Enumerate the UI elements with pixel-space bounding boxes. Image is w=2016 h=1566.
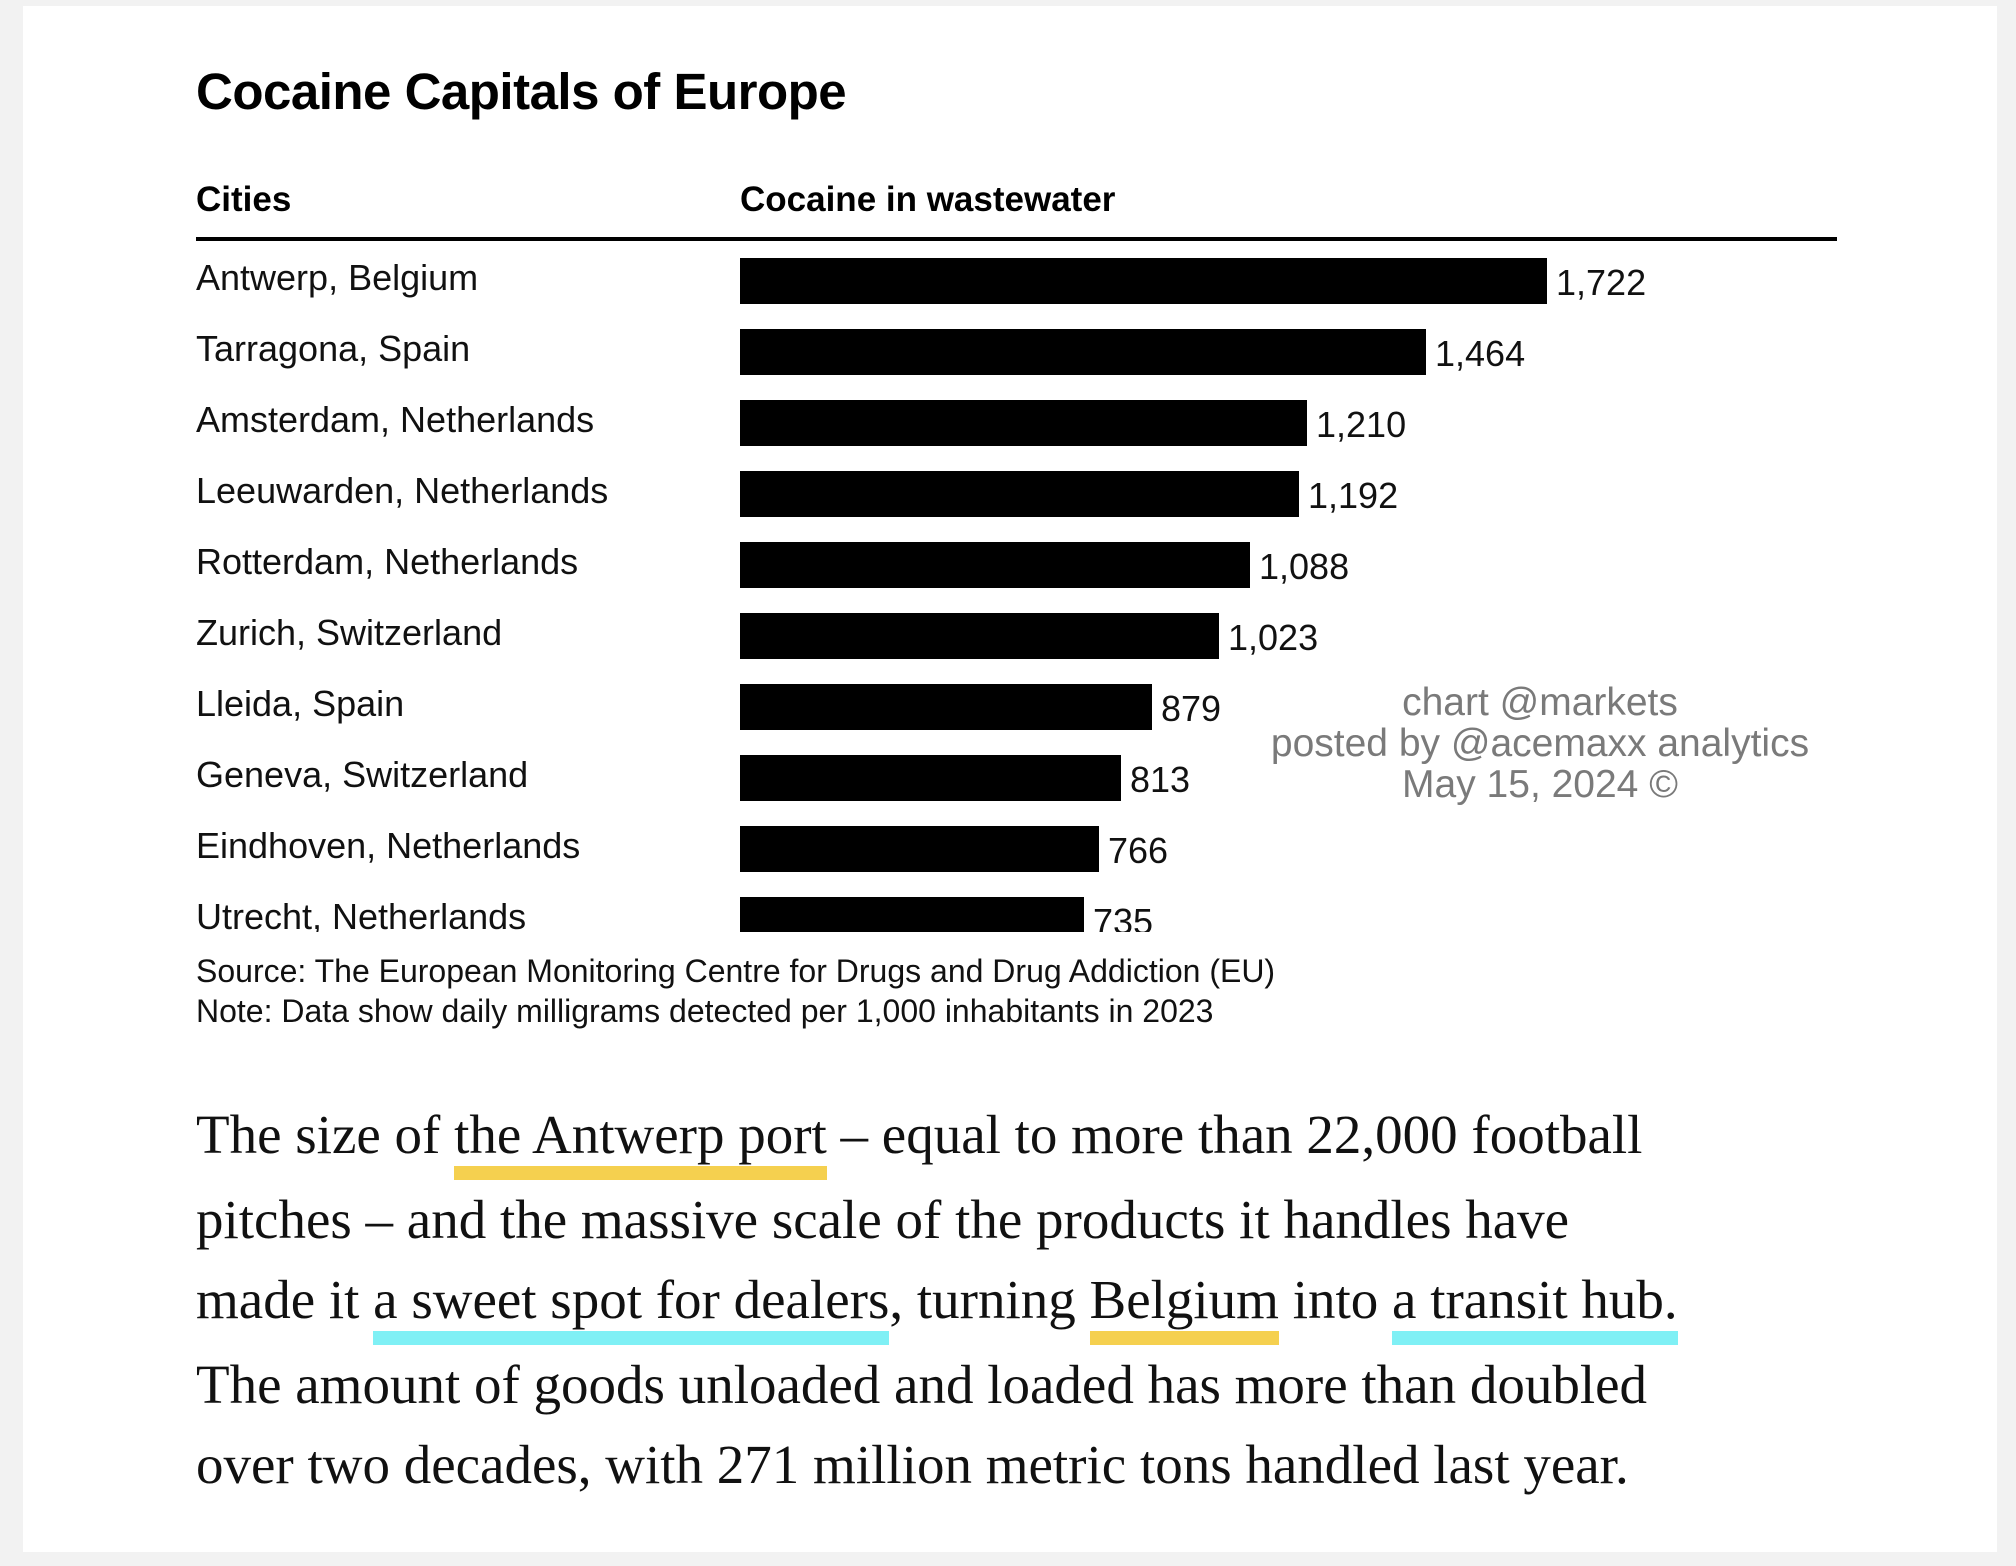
- bar: [740, 400, 1307, 446]
- bar-row: Eindhoven, Netherlands 766: [0, 813, 2016, 884]
- article-line-4: The amount of goods unloaded and loaded …: [196, 1354, 1648, 1415]
- city-label: Utrecht, Netherlands: [196, 896, 527, 932]
- bar: [740, 684, 1152, 730]
- article-text: The size of: [196, 1104, 455, 1165]
- bar: [740, 826, 1099, 872]
- bar-value-label: 1,023: [1228, 617, 1319, 658]
- article-line-3: made it a sweet spot for dealers, turnin…: [196, 1260, 1856, 1345]
- chart-title: Cocaine Capitals of Europe: [196, 63, 847, 120]
- header-rule: [196, 237, 1837, 241]
- bar-row: Tarragona, Spain 1,464: [0, 316, 2016, 387]
- bar-value-label: 1,464: [1435, 333, 1526, 374]
- bar-value-label: 1,088: [1259, 546, 1350, 587]
- article-line-2: pitches – and the massive scale of the p…: [196, 1189, 1570, 1250]
- bar-value-label: 1,722: [1556, 262, 1647, 303]
- city-label: Zurich, Switzerland: [196, 612, 503, 653]
- city-label: Geneva, Switzerland: [196, 754, 529, 795]
- bar-row: Amsterdam, Netherlands 1,210: [0, 387, 2016, 458]
- bar-row: Leeuwarden, Netherlands 1,192: [0, 458, 2016, 529]
- watermark-line-3: May 15, 2024 ©: [1402, 763, 1678, 806]
- bar-row: Lleida, Spain 879: [0, 671, 2016, 742]
- bar-chart: Antwerp, Belgium 1,722 Tarragona, Spain 1,4…: [0, 245, 2016, 932]
- highlight-antwerp-port: the Antwerp port: [454, 1104, 827, 1180]
- bar-value-label: 813: [1130, 759, 1191, 800]
- bar-value-label: 1,210: [1316, 404, 1407, 445]
- city-label: Tarragona, Spain: [196, 328, 471, 369]
- bar: [740, 471, 1299, 517]
- bar-value-label: 1,192: [1308, 475, 1399, 516]
- data-note: Note: Data show daily milligrams detecte…: [196, 993, 1214, 1029]
- bar-row: Utrecht, Netherlands 735: [0, 884, 2016, 932]
- bar-row: Geneva, Switzerland 813: [0, 742, 2016, 813]
- bar: [740, 897, 1084, 932]
- bar: [740, 258, 1547, 304]
- city-label: Eindhoven, Netherlands: [196, 825, 581, 866]
- article-line-5: over two decades, with 271 million metri…: [196, 1434, 1629, 1495]
- source-note: Source: The European Monitoring Centre f…: [196, 953, 1276, 989]
- article-text: – equal to more than 22,000 football: [826, 1104, 1643, 1165]
- watermark-line-2: posted by @acemaxx analytics: [1270, 722, 1810, 765]
- bar-row: Zurich, Switzerland 1,023: [0, 600, 2016, 671]
- cities-column-header: Cities: [196, 180, 292, 219]
- article-text: , turning: [889, 1269, 1090, 1330]
- city-label: Lleida, Spain: [196, 683, 405, 724]
- bar: [740, 542, 1250, 588]
- article-line-1: The size of the Antwerp port – equal to …: [196, 1095, 1856, 1180]
- bar: [740, 613, 1219, 659]
- bar-value-label: 879: [1161, 688, 1222, 729]
- bar-row: Antwerp, Belgium 1,722: [0, 245, 2016, 316]
- footnotes: Source: The European Monitoring Centre f…: [196, 951, 1275, 1031]
- bar-value-label: 735: [1093, 901, 1154, 932]
- watermark-line-1: chart @markets: [1402, 681, 1678, 724]
- highlight-belgium: Belgium: [1089, 1269, 1279, 1345]
- bar: [740, 755, 1121, 801]
- city-label: Rotterdam, Netherlands: [196, 541, 579, 582]
- highlight-sweet-spot: a sweet spot for dealers: [373, 1269, 890, 1345]
- article-paragraph: The size of the Antwerp port – equal to …: [196, 1095, 1856, 1505]
- article-text: into: [1278, 1269, 1393, 1330]
- bar-value-label: 766: [1108, 830, 1169, 871]
- city-label: Leeuwarden, Netherlands: [196, 470, 609, 511]
- bar: [740, 329, 1426, 375]
- highlight-transit-hub: a transit hub.: [1392, 1269, 1678, 1345]
- article-text: made it: [196, 1269, 374, 1330]
- value-column-header: Cocaine in wastewater: [740, 180, 1116, 219]
- bar-row: Rotterdam, Netherlands 1,088: [0, 529, 2016, 600]
- city-label: Antwerp, Belgium: [196, 257, 479, 298]
- city-label: Amsterdam, Netherlands: [196, 399, 595, 440]
- watermark: chart @markets posted by @acemaxx analyt…: [1250, 682, 1830, 805]
